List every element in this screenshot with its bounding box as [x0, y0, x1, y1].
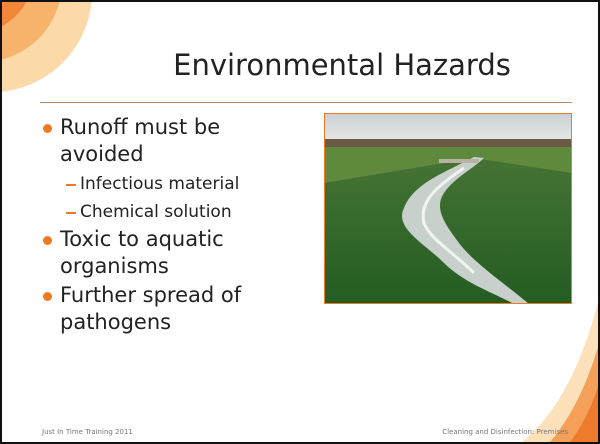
footer-left: Just In Time Training 2011: [42, 428, 133, 436]
sub-bullet-dash: [66, 212, 76, 214]
title-rule: [40, 102, 572, 103]
bullet-text: Further spread of pathogens: [60, 283, 241, 334]
footer-right: Cleaning and Disinfection: Premises: [442, 428, 568, 436]
sub-bullet-dash: [66, 184, 76, 186]
sub-bullet-text: Infectious material: [80, 174, 239, 194]
bullet-dot: [43, 124, 52, 133]
sub-bullet: Infectious material: [42, 170, 312, 198]
bullet-text: Toxic to aquatic organisms: [60, 227, 224, 278]
bullet-dot: [43, 292, 52, 301]
bullet-text: Runoff must be avoided: [60, 115, 220, 166]
bullet: Toxic to aquatic organisms: [42, 226, 292, 280]
title: Environmental Hazards: [92, 48, 592, 82]
slide: Environmental Hazards Runoff must be avo…: [0, 0, 600, 444]
sub-bullet-text: Chemical solution: [80, 202, 232, 222]
bullet: Runoff must be avoided: [42, 114, 292, 168]
bullet-dot: [43, 236, 52, 245]
bullet-list: Runoff must be avoided Infectious materia…: [42, 114, 312, 338]
sub-bullet: Chemical solution: [42, 198, 312, 226]
photo: [324, 113, 572, 304]
bullet: Further spread of pathogens: [42, 282, 292, 336]
